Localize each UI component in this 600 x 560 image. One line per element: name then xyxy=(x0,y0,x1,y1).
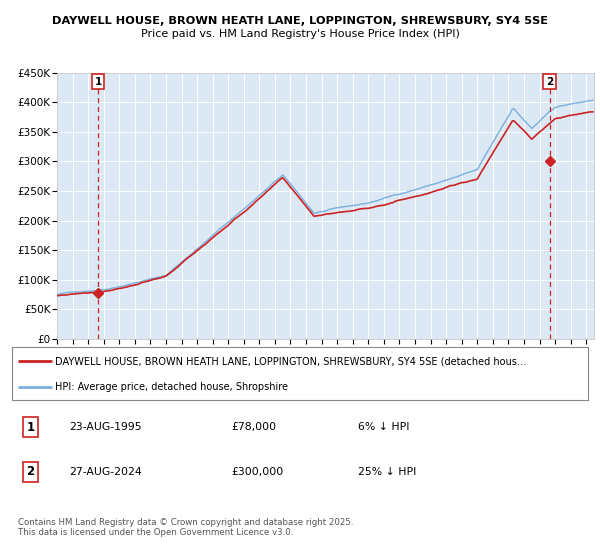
Text: 6% ↓ HPI: 6% ↓ HPI xyxy=(358,422,409,432)
Text: 1: 1 xyxy=(26,421,35,434)
Text: 2: 2 xyxy=(26,465,35,478)
Text: DAYWELL HOUSE, BROWN HEATH LANE, LOPPINGTON, SHREWSBURY, SY4 5SE (detached hous…: DAYWELL HOUSE, BROWN HEATH LANE, LOPPING… xyxy=(55,356,527,366)
Text: DAYWELL HOUSE, BROWN HEATH LANE, LOPPINGTON, SHREWSBURY, SY4 5SE: DAYWELL HOUSE, BROWN HEATH LANE, LOPPING… xyxy=(52,16,548,26)
Text: £78,000: £78,000 xyxy=(231,422,276,432)
Text: 2: 2 xyxy=(546,77,553,87)
Text: 27-AUG-2024: 27-AUG-2024 xyxy=(70,467,142,477)
Text: HPI: Average price, detached house, Shropshire: HPI: Average price, detached house, Shro… xyxy=(55,381,288,391)
Text: 25% ↓ HPI: 25% ↓ HPI xyxy=(358,467,416,477)
Text: £300,000: £300,000 xyxy=(231,467,283,477)
Text: Price paid vs. HM Land Registry's House Price Index (HPI): Price paid vs. HM Land Registry's House … xyxy=(140,29,460,39)
Text: 23-AUG-1995: 23-AUG-1995 xyxy=(70,422,142,432)
Text: Contains HM Land Registry data © Crown copyright and database right 2025.
This d: Contains HM Land Registry data © Crown c… xyxy=(18,518,353,538)
Text: 1: 1 xyxy=(95,77,102,87)
